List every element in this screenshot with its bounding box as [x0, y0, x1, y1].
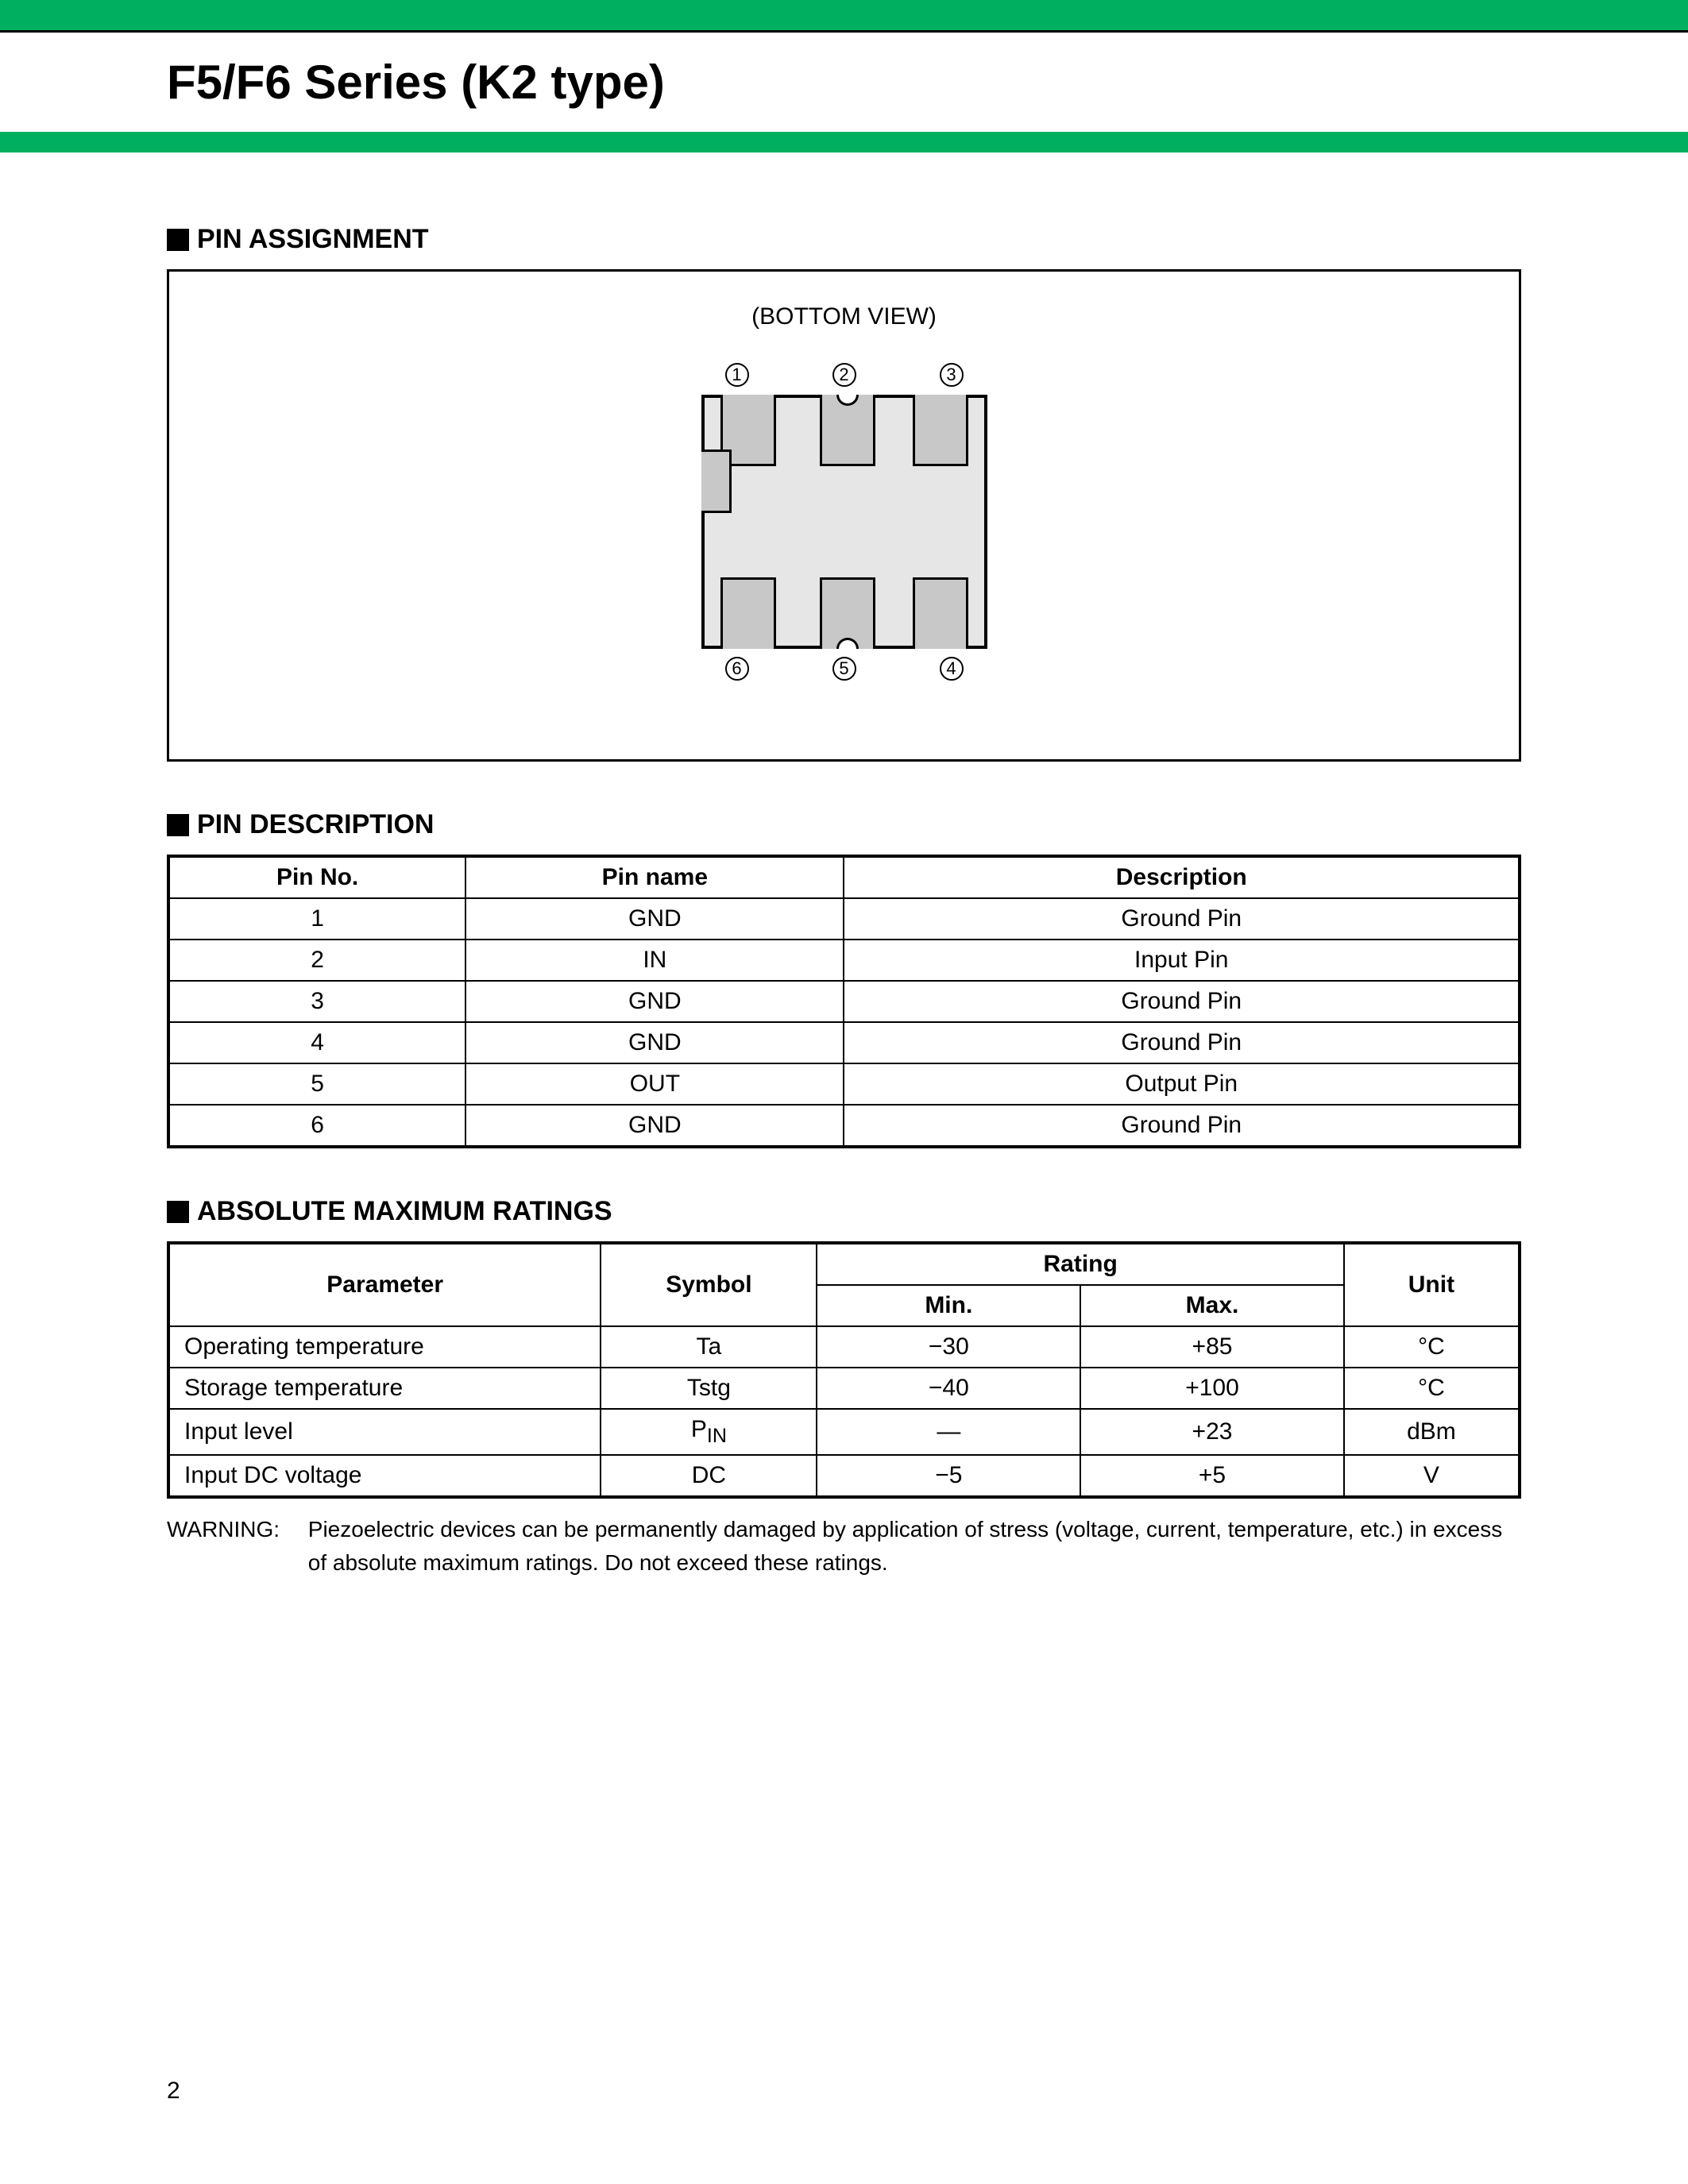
col-pin-no: Pin No.: [168, 856, 465, 898]
pin-label-4: 4: [940, 657, 964, 681]
table-row: 3GNDGround Pin: [168, 981, 1520, 1022]
col-max: Max.: [1080, 1285, 1344, 1326]
cell-min: −40: [817, 1368, 1080, 1409]
page-title: F5/F6 Series (K2 type): [167, 55, 1688, 110]
cell-parameter: Input DC voltage: [168, 1455, 601, 1497]
heading-text: ABSOLUTE MAXIMUM RATINGS: [197, 1196, 612, 1227]
warning-block: WARNING: Piezoelectric devices can be pe…: [167, 1513, 1521, 1580]
table-row: Storage temperatureTstg−40+100°C: [168, 1368, 1520, 1409]
bullet-square-icon: [167, 814, 189, 836]
bullet-square-icon: [167, 1201, 189, 1223]
cell-pin-name: GND: [465, 898, 844, 940]
heading-text: PIN DESCRIPTION: [197, 809, 434, 840]
cell-pin-no: 5: [168, 1063, 465, 1105]
pin-label-3: 3: [940, 363, 964, 387]
pin-description-table: Pin No. Pin name Description 1GNDGround …: [167, 855, 1521, 1148]
cell-max: +85: [1080, 1326, 1344, 1368]
cell-pin-name: IN: [465, 940, 844, 981]
cell-unit: dBm: [1344, 1409, 1520, 1455]
cell-unit: °C: [1344, 1326, 1520, 1368]
pin-label-6: 6: [725, 657, 749, 681]
table-row: 5OUTOutput Pin: [168, 1063, 1520, 1105]
col-rating: Rating: [817, 1243, 1343, 1285]
pad-3: [913, 395, 968, 466]
col-min: Min.: [817, 1285, 1080, 1326]
header-accent-top: [0, 0, 1688, 30]
cell-parameter: Input level: [168, 1409, 601, 1455]
cell-description: Ground Pin: [844, 898, 1520, 940]
cell-unit: V: [1344, 1455, 1520, 1497]
cell-description: Input Pin: [844, 940, 1520, 981]
cell-parameter: Storage temperature: [168, 1368, 601, 1409]
cell-description: Output Pin: [844, 1063, 1520, 1105]
cell-min: −5: [817, 1455, 1080, 1497]
pin-labels-bottom: 6 5 4: [701, 657, 987, 681]
chip-diagram: 1 2 3 6 5 4: [701, 363, 987, 681]
cell-max: +5: [1080, 1455, 1344, 1497]
pad-orientation-key: [701, 450, 732, 513]
col-description: Description: [844, 856, 1520, 898]
pin-label-1: 1: [725, 363, 749, 387]
cell-pin-no: 3: [168, 981, 465, 1022]
table-row: Input levelPIN—+23dBm: [168, 1409, 1520, 1455]
page-number: 2: [167, 2078, 180, 2105]
warning-label: WARNING:: [167, 1513, 302, 1546]
cell-description: Ground Pin: [844, 1022, 1520, 1063]
cell-pin-no: 4: [168, 1022, 465, 1063]
col-parameter: Parameter: [168, 1243, 601, 1326]
cell-symbol: DC: [601, 1455, 817, 1497]
pin-labels-top: 1 2 3: [701, 363, 987, 387]
cell-symbol: PIN: [601, 1409, 817, 1455]
pin-label-2: 2: [832, 363, 856, 387]
heading-text: PIN ASSIGNMENT: [197, 224, 429, 255]
cell-description: Ground Pin: [844, 1105, 1520, 1147]
header-accent-bottom: [0, 132, 1688, 152]
cell-pin-name: GND: [465, 1105, 844, 1147]
table-row: 2INInput Pin: [168, 940, 1520, 981]
cell-pin-no: 6: [168, 1105, 465, 1147]
pin-label-5: 5: [832, 657, 856, 681]
bottom-view-label: (BOTTOM VIEW): [751, 303, 937, 330]
table-row: 6GNDGround Pin: [168, 1105, 1520, 1147]
section-heading-pin-description: PIN DESCRIPTION: [167, 809, 1521, 840]
cell-symbol: Tstg: [601, 1368, 817, 1409]
table-row: 1GNDGround Pin: [168, 898, 1520, 940]
ratings-table: Parameter Symbol Rating Unit Min. Max. O…: [167, 1241, 1521, 1499]
cell-unit: °C: [1344, 1368, 1520, 1409]
col-unit: Unit: [1344, 1243, 1520, 1326]
chip-body: [701, 395, 987, 649]
section-heading-pin-assignment: PIN ASSIGNMENT: [167, 224, 1521, 255]
table-row: 4GNDGround Pin: [168, 1022, 1520, 1063]
cell-parameter: Operating temperature: [168, 1326, 601, 1368]
cell-pin-no: 1: [168, 898, 465, 940]
cell-pin-name: GND: [465, 1022, 844, 1063]
cell-max: +100: [1080, 1368, 1344, 1409]
col-symbol: Symbol: [601, 1243, 817, 1326]
title-band: F5/F6 Series (K2 type): [0, 30, 1688, 132]
cell-symbol: Ta: [601, 1326, 817, 1368]
bullet-square-icon: [167, 229, 189, 251]
pad-4: [913, 577, 968, 649]
cell-pin-name: OUT: [465, 1063, 844, 1105]
pad-6: [720, 577, 776, 649]
col-pin-name: Pin name: [465, 856, 844, 898]
table-row: Input DC voltageDC−5+5V: [168, 1455, 1520, 1497]
pin-assignment-diagram-box: (BOTTOM VIEW) 1 2 3 6 5 4: [167, 269, 1521, 762]
cell-min: −30: [817, 1326, 1080, 1368]
table-row: Operating temperatureTa−30+85°C: [168, 1326, 1520, 1368]
warning-text: Piezoelectric devices can be permanently…: [308, 1513, 1512, 1580]
cell-description: Ground Pin: [844, 981, 1520, 1022]
section-heading-ratings: ABSOLUTE MAXIMUM RATINGS: [167, 1196, 1521, 1227]
cell-min: —: [817, 1409, 1080, 1455]
cell-max: +23: [1080, 1409, 1344, 1455]
cell-pin-name: GND: [465, 981, 844, 1022]
cell-pin-no: 2: [168, 940, 465, 981]
